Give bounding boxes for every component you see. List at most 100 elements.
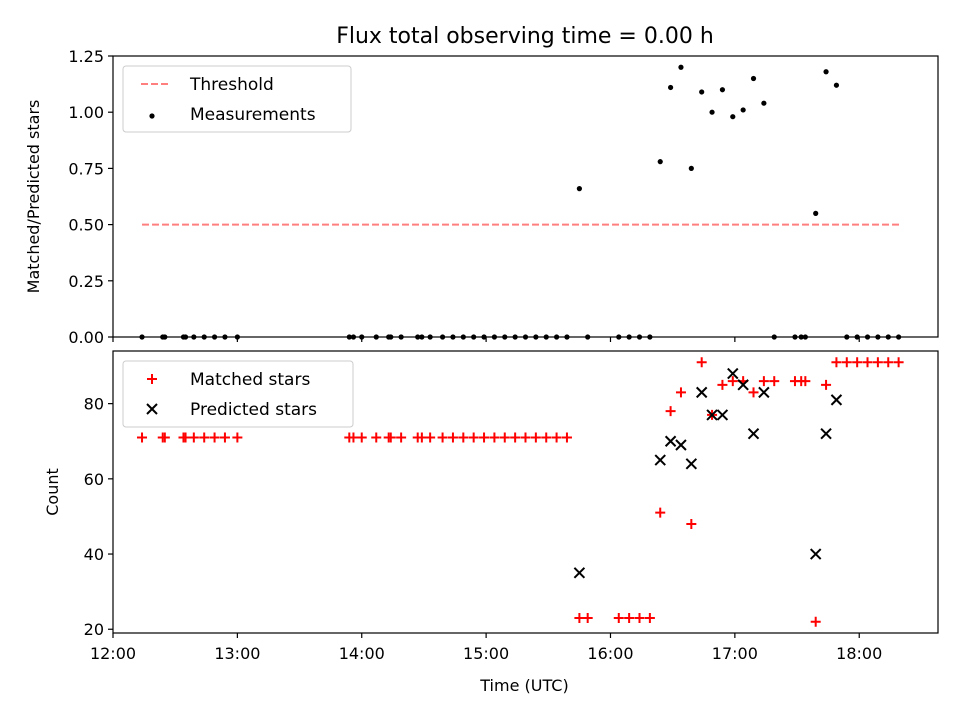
measurement-point bbox=[844, 334, 850, 340]
measurement-point bbox=[398, 334, 404, 340]
predicted-star-point bbox=[747, 428, 760, 440]
bottom-panel: 20 40 60 80 12:00 13:00 14:00 15:00 16:00 17:00 18… bbox=[43, 350, 939, 695]
measurement-point bbox=[709, 109, 715, 115]
matched-star-point bbox=[468, 432, 479, 443]
matched-star-point bbox=[810, 616, 821, 627]
measurement-point bbox=[668, 84, 674, 91]
x-tick-label: 12:00 bbox=[90, 644, 136, 663]
measurement-point bbox=[533, 334, 539, 340]
x-axis-label: Time (UTC) bbox=[479, 676, 568, 695]
y-tick-label: 0.75 bbox=[68, 159, 104, 178]
measurement-point bbox=[761, 100, 767, 106]
measurement-point bbox=[502, 334, 508, 340]
predicted-star-point bbox=[706, 409, 718, 421]
measurement-point bbox=[543, 334, 549, 340]
legend-measurement-swatch bbox=[149, 113, 155, 119]
legend-label: Measurements bbox=[190, 105, 316, 125]
measurement-point bbox=[678, 64, 684, 70]
measurement-point bbox=[211, 334, 218, 340]
measurement-point bbox=[771, 334, 777, 340]
matched-star-point bbox=[219, 432, 230, 443]
matched-star-point bbox=[696, 357, 707, 368]
matched-star-point bbox=[425, 432, 436, 443]
x-tick-label: 15:00 bbox=[463, 644, 509, 663]
measurement-point bbox=[415, 334, 421, 340]
matched-star-point bbox=[437, 432, 448, 443]
measurement-point bbox=[222, 334, 228, 340]
measurement-point bbox=[419, 334, 425, 340]
matched-star-point bbox=[883, 357, 894, 368]
measurement-point bbox=[162, 334, 168, 340]
matched-star-point bbox=[510, 432, 521, 443]
measurement-point bbox=[730, 114, 736, 120]
legend-label: Matched stars bbox=[190, 370, 310, 390]
measurement-point bbox=[460, 334, 466, 340]
measurement-point bbox=[471, 334, 477, 340]
measurement-point bbox=[388, 334, 394, 340]
matched-star-point bbox=[665, 406, 676, 417]
measurement-point bbox=[792, 334, 798, 340]
matched-star-point bbox=[209, 432, 220, 443]
y-tick-label: 1.25 bbox=[68, 47, 104, 66]
matched-star-point bbox=[188, 432, 199, 443]
measurement-point bbox=[450, 334, 456, 340]
matched-star-point bbox=[748, 387, 759, 398]
matched-star-point bbox=[530, 432, 541, 443]
measurement-point bbox=[616, 334, 622, 340]
measurement-point bbox=[813, 210, 819, 216]
measurement-point bbox=[719, 87, 726, 93]
y-tick-label: 0.50 bbox=[68, 216, 104, 235]
predicted-star-point bbox=[809, 548, 822, 560]
measurement-point bbox=[439, 334, 446, 340]
legend-label: Threshold bbox=[189, 75, 274, 95]
matched-star-point bbox=[624, 612, 635, 623]
matched-star-point bbox=[800, 376, 811, 387]
measurement-point bbox=[636, 334, 643, 340]
matched-star-point bbox=[862, 357, 873, 368]
matched-star-point bbox=[717, 379, 728, 390]
matched-star-point bbox=[675, 387, 686, 398]
measurement-point bbox=[139, 334, 145, 340]
measurement-point bbox=[346, 334, 352, 340]
measurement-point bbox=[512, 334, 518, 340]
measurement-point bbox=[201, 334, 207, 340]
measurement-point bbox=[576, 186, 582, 192]
matched-star-point bbox=[644, 612, 655, 623]
predicted-star-point bbox=[727, 367, 739, 380]
matched-star-point bbox=[499, 432, 510, 443]
predicted-star-point bbox=[820, 428, 832, 440]
measurement-point bbox=[823, 69, 829, 75]
matched-star-point bbox=[686, 518, 697, 529]
measurement-point bbox=[875, 334, 881, 340]
matched-star-point bbox=[159, 432, 170, 443]
measurement-point bbox=[182, 334, 189, 340]
measurement-point bbox=[699, 89, 705, 95]
x-tick-label: 17:00 bbox=[712, 644, 758, 663]
y-axis-label: Matched/Predicted stars bbox=[24, 100, 43, 294]
y-tick-label: 1.00 bbox=[68, 103, 104, 122]
predicted-star-point bbox=[737, 379, 749, 391]
matched-star-point bbox=[541, 432, 552, 443]
matched-star-point bbox=[582, 612, 593, 623]
matched-star-point bbox=[458, 432, 469, 443]
top-panel: 0.00 0.25 0.50 0.75 1.00 1.25 Matched/Predicte… bbox=[24, 47, 939, 347]
measurement-point bbox=[350, 334, 357, 340]
matched-star-point bbox=[872, 357, 883, 368]
matched-star-point bbox=[551, 432, 562, 443]
legend-matched-swatch bbox=[147, 374, 157, 384]
predicted-star-point bbox=[685, 458, 698, 470]
measurement-point bbox=[491, 334, 498, 340]
legend-box bbox=[122, 65, 352, 133]
legend-label: Predicted stars bbox=[190, 400, 317, 420]
matched-star-point bbox=[655, 507, 666, 518]
measurement-point bbox=[740, 107, 746, 113]
measurement-point bbox=[647, 334, 653, 340]
measurement-point bbox=[864, 334, 871, 340]
measurement-point bbox=[481, 334, 487, 340]
matched-star-point bbox=[613, 612, 624, 623]
measurement-point bbox=[688, 165, 694, 171]
matched-star-point bbox=[893, 357, 904, 368]
predicted-star-point bbox=[675, 439, 687, 451]
measurement-point bbox=[626, 334, 632, 340]
legend-box bbox=[122, 360, 354, 428]
